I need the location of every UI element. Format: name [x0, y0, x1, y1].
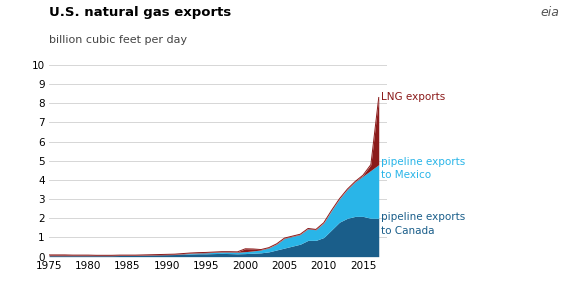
- Text: pipeline exports
to Canada: pipeline exports to Canada: [381, 212, 465, 236]
- Text: eia: eia: [541, 6, 560, 19]
- Text: billion cubic feet per day: billion cubic feet per day: [49, 35, 187, 45]
- Text: U.S. natural gas exports: U.S. natural gas exports: [49, 6, 231, 19]
- Text: pipeline exports
to Mexico: pipeline exports to Mexico: [381, 157, 465, 180]
- Text: LNG exports: LNG exports: [381, 93, 445, 102]
